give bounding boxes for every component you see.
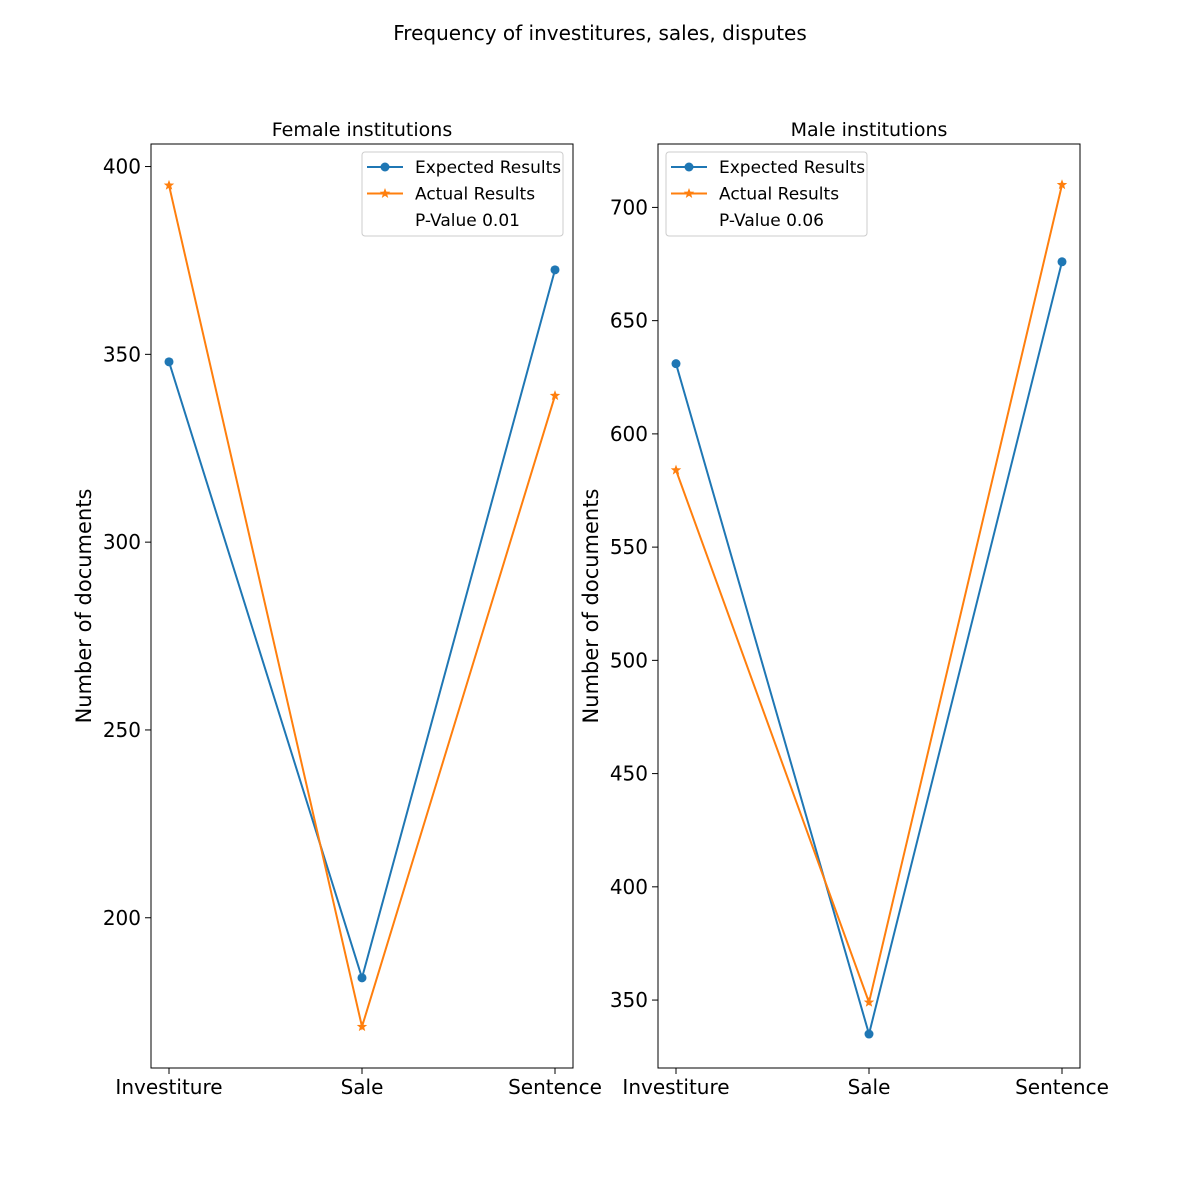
y-tick-label: 550 [610, 535, 648, 559]
data-point [1057, 257, 1067, 267]
legend-label: Expected Results [415, 158, 561, 178]
data-point [1056, 179, 1068, 190]
y-tick-label: 350 [610, 988, 648, 1012]
panel-title: Male institutions [791, 119, 948, 141]
legend-marker [380, 162, 390, 172]
y-tick-label: 600 [610, 422, 648, 446]
plot-frame [150, 143, 574, 1069]
legend-marker [379, 188, 391, 198]
data-point [164, 357, 174, 367]
legend-label: Actual Results [415, 185, 535, 205]
charts-container: Female institutions Number of documents 20… [72, 119, 1109, 1099]
plot-frame [657, 143, 1081, 1069]
y-tick-label: 650 [610, 309, 648, 333]
y-tick-label: 300 [103, 530, 141, 554]
legend-p-value: P-Value 0.06 [719, 211, 824, 231]
series-line-1 [675, 261, 1063, 1038]
data-point [356, 1021, 368, 1032]
figure-title: Frequency of investitures, sales, disput… [393, 21, 807, 45]
y-tick-label: 400 [103, 155, 141, 179]
data-point [549, 390, 561, 401]
series-line-1 [168, 269, 556, 982]
legend-box [665, 151, 868, 237]
data-point [864, 1029, 874, 1039]
legend: Expected Results Actual Results P-Value 0.… [361, 151, 564, 237]
chart-panel-2: Male institutions Number of documents 350 4… [579, 119, 1109, 1099]
data-point [670, 464, 682, 475]
legend-label: Actual Results [719, 185, 839, 205]
y-tick-label: 250 [103, 718, 141, 742]
data-point [863, 996, 875, 1007]
legend-label: Expected Results [719, 158, 865, 178]
data-point [357, 973, 367, 983]
x-tick-label: Sale [341, 1075, 384, 1099]
y-tick-label: 350 [103, 342, 141, 366]
series-line-2 [675, 184, 1063, 1006]
data-point [671, 359, 681, 369]
x-tick-label: Sale [848, 1075, 891, 1099]
x-tick-label: Investiture [622, 1075, 729, 1099]
chart-panel-1: Female institutions Number of documents 20… [72, 119, 602, 1099]
x-tick-label: Sentence [1015, 1075, 1109, 1099]
data-point [163, 179, 175, 190]
legend-marker [684, 162, 694, 172]
legend: Expected Results Actual Results P-Value 0.… [665, 151, 868, 237]
legend-box [361, 151, 564, 237]
series-line-2 [168, 185, 556, 1031]
y-tick-label: 450 [610, 762, 648, 786]
y-tick-label: 400 [610, 875, 648, 899]
y-axis-label: Number of documents [579, 489, 603, 724]
x-tick-label: Sentence [508, 1075, 602, 1099]
y-tick-label: 200 [103, 906, 141, 930]
data-point [550, 265, 560, 275]
y-axis-label: Number of documents [72, 489, 96, 724]
panel-title: Female institutions [272, 119, 452, 141]
y-tick-label: 500 [610, 648, 648, 672]
x-tick-label: Investiture [115, 1075, 222, 1099]
y-tick-label: 700 [610, 195, 648, 219]
legend-marker [683, 188, 695, 198]
legend-p-value: P-Value 0.01 [415, 211, 520, 231]
